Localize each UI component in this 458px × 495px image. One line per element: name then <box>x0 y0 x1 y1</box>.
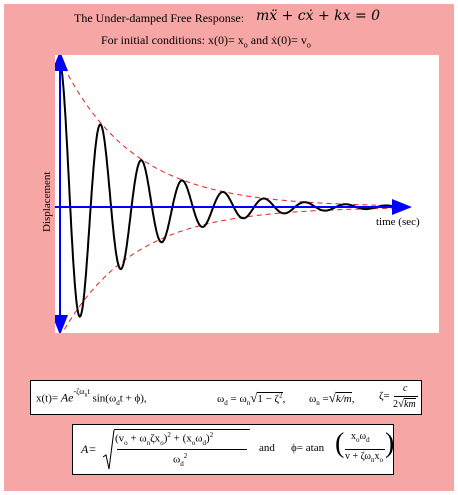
lower-envelope-curve <box>59 207 400 338</box>
omega-d-formula: ωd = ωn√1 − ζ2, <box>217 390 286 408</box>
phi-num-b: o <box>356 436 360 444</box>
header-title: The Under-damped Free Response: <box>74 11 245 25</box>
x-sine-sub: d <box>116 398 120 407</box>
x-sine-rest: t + ϕ), <box>119 392 147 405</box>
phi-num-a: x <box>351 431 356 442</box>
wd-lhs: ω <box>217 393 225 405</box>
A-num-c: + ω <box>127 432 147 445</box>
A-sqrt-bar <box>114 429 250 430</box>
phi-atan: atan <box>305 442 325 454</box>
condition-v0: ẋ(0)= v <box>271 33 307 47</box>
phi-num-c: ω <box>359 431 367 442</box>
condition-v0-sub: o <box>306 40 311 50</box>
x-lhs: x(t)= <box>36 392 59 405</box>
A-sqrt-sign <box>102 429 115 470</box>
initial-conditions-label: For initial conditions: x(0)= xo and ẋ(0… <box>101 33 311 49</box>
phi-lhs: ϕ= atan <box>291 442 324 454</box>
upper-envelope-curve <box>59 58 400 207</box>
A-lhs: A= <box>81 442 97 456</box>
A-num-a: (v <box>115 432 125 445</box>
conditions-and: and <box>250 33 269 47</box>
phi-numerator: xoωd <box>351 431 370 444</box>
response-formula-box: x(t)= Ae-ζωnt sin(ωdt + ϕ), ωd = ωn√1 − … <box>30 380 422 415</box>
A-num-d: n <box>146 438 151 447</box>
x-of-t-formula: x(t)= Ae-ζωnt sin(ωdt + ϕ), <box>36 387 147 407</box>
y-axis-label: Displacement <box>41 171 53 232</box>
x-exponent-sub: n <box>84 392 88 399</box>
phi-eq: ϕ= <box>291 442 303 454</box>
zeta-fraction-bar <box>394 396 418 397</box>
wd-root-group: 1 − ζ2 <box>257 391 283 405</box>
phi-denominator: v + ζωnxo <box>345 451 383 464</box>
wd-eq: = ω <box>230 393 247 405</box>
A-den-sub: d <box>180 459 184 468</box>
wn-sub: n <box>316 399 320 408</box>
condition-x0-sub: o <box>243 40 248 50</box>
conditions-prefix: For initial conditions: <box>101 33 205 47</box>
A-fraction-bar <box>117 449 247 450</box>
wn-root: k/m <box>335 392 352 405</box>
phi-den-c: x <box>374 451 380 462</box>
A-numerator: (vo + ωnζxo)2 + (xoωd)2 <box>115 431 213 447</box>
phi-num-d: d <box>366 436 370 444</box>
A-num-m: ) <box>205 432 210 445</box>
A-num-i: + (x <box>170 432 192 445</box>
response-curve <box>59 61 401 318</box>
A-num-e: ζx <box>150 432 161 445</box>
zeta-den-root: km <box>404 398 416 410</box>
wn-lhs: ω <box>309 393 317 405</box>
x-amplitude: Ae <box>60 390 74 405</box>
A-num-f: o <box>160 438 164 447</box>
phi-fraction-bar <box>345 449 385 450</box>
condition-x0: x(0)= x <box>208 33 244 47</box>
x-axis-label: time (sec) <box>376 216 420 228</box>
A-num-h: 2 <box>167 431 171 439</box>
zeta-lhs: ζ= <box>379 390 390 402</box>
A-num-b: o <box>124 438 128 447</box>
A-num-l: d <box>202 438 206 447</box>
and-text: and <box>259 442 275 454</box>
phi-open-paren: ( <box>335 428 345 459</box>
A-denominator: ωd2 <box>173 452 187 468</box>
x-exponent-t: t <box>87 387 90 396</box>
zeta-denominator: 2√km <box>393 398 416 410</box>
wn-eq: = <box>322 393 329 405</box>
A-den: ω <box>173 453 181 466</box>
A-num-g: ) <box>163 432 168 445</box>
zeta-den-two: 2 <box>393 399 398 410</box>
phi-den-d: o <box>379 456 384 464</box>
x-exponent: -ζω <box>73 387 85 396</box>
A-num-k: ω <box>195 432 203 445</box>
wd-n: n <box>246 399 251 408</box>
response-plot <box>52 51 412 338</box>
x-sine: sin(ω <box>92 392 117 405</box>
phi-close-paren: ) <box>385 428 395 459</box>
wd-sub: d <box>224 399 228 408</box>
phi-den-a: v + ζω <box>345 451 372 462</box>
wd-root: 1 − ζ <box>257 393 280 405</box>
A-num-n: 2 <box>209 431 214 439</box>
amplitude-phase-box: A= (vo + ωnζxo)2 + (xoωd)2 ωd2 and ϕ= at… <box>72 424 394 475</box>
zeta-numerator: c <box>403 383 408 394</box>
header-equation: mẍ + cẋ + kx = 0 <box>256 8 381 24</box>
plot-area <box>52 51 439 338</box>
phi-den-b: n <box>371 456 375 464</box>
omega-n-formula: ωn =√k/m, <box>309 390 355 408</box>
A-den-sup: 2 <box>183 452 188 460</box>
A-num-j: o <box>191 438 196 447</box>
wd-root-exp: 2 <box>279 391 283 400</box>
